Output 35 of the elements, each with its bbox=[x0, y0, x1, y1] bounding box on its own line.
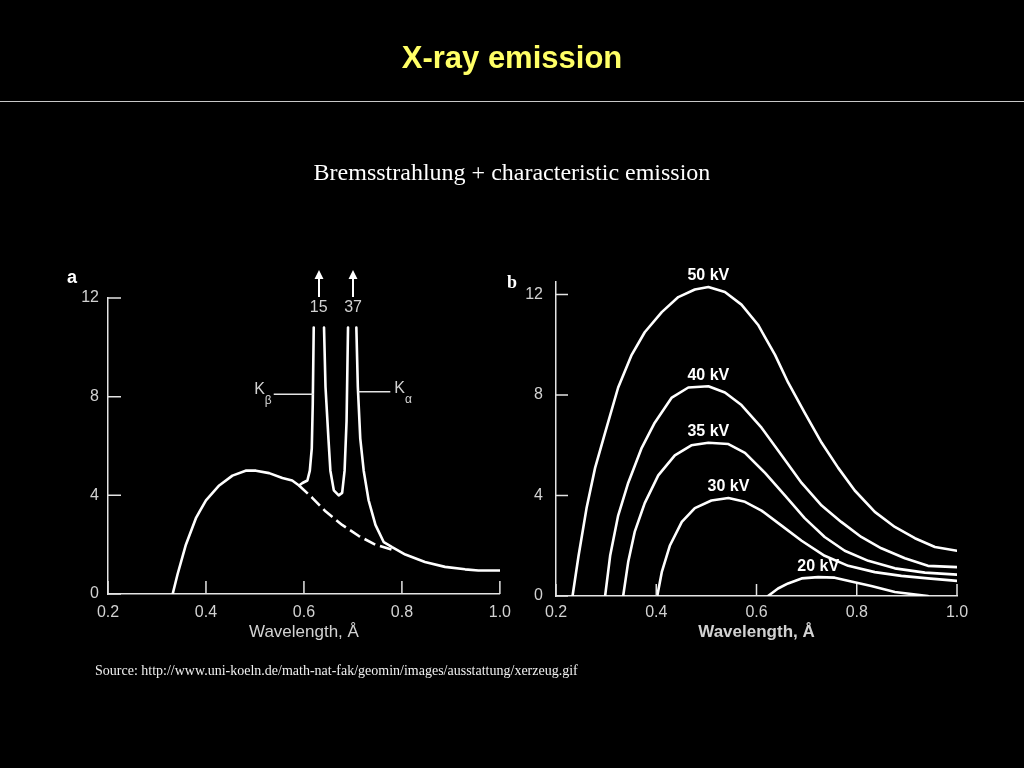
x-tick-label: 0.2 bbox=[544, 603, 568, 621]
series-label: 20 kV bbox=[797, 556, 840, 574]
chart-subtitle: Bremsstrahlung + characteristic emission bbox=[312, 159, 712, 186]
y-tick-label: 8 bbox=[534, 385, 544, 403]
y-tick-label: 0 bbox=[534, 586, 544, 604]
y-tick-label: 0 bbox=[90, 584, 100, 602]
x-tick-label: 1.0 bbox=[945, 603, 969, 621]
x-tick-label: 0.8 bbox=[390, 603, 414, 621]
source-note: Source: http://www.uni-koeln.de/math-nat-fak/geomin/images/ausstattung/xerzeug.gif bbox=[95, 663, 578, 679]
x-tick-label: 0.6 bbox=[745, 603, 768, 621]
text: b bbox=[506, 271, 518, 292]
y-tick-label: 12 bbox=[525, 284, 544, 302]
series-label: 35 kV bbox=[687, 422, 730, 440]
series-label: 40 kV bbox=[687, 365, 730, 383]
x-axis-title: Wavelength, Å bbox=[248, 621, 360, 641]
y-tick-label: 8 bbox=[90, 387, 100, 405]
annotation: Kα bbox=[394, 379, 412, 407]
x-tick-label: 0.2 bbox=[96, 603, 120, 621]
x-tick-label: 0.8 bbox=[845, 603, 868, 621]
annotation: Kβ bbox=[254, 379, 272, 407]
series-label: 50 kV bbox=[687, 266, 730, 284]
x-tick-label: 0.4 bbox=[645, 603, 668, 621]
series-label: 30 kV bbox=[707, 477, 750, 495]
y-tick-label: 12 bbox=[81, 288, 100, 306]
line-series bbox=[297, 484, 394, 551]
chart-title: X-ray emission bbox=[400, 40, 624, 76]
x-tick-label: 1.0 bbox=[488, 603, 512, 621]
y-tick-label: 4 bbox=[534, 485, 544, 503]
x-tick-label: 0.6 bbox=[292, 603, 316, 621]
x-axis-title: Wavelength, Å bbox=[698, 621, 815, 641]
annotation: 37 bbox=[344, 298, 363, 316]
y-tick-label: 4 bbox=[90, 485, 100, 503]
text: a bbox=[66, 266, 78, 287]
x-tick-label: 0.4 bbox=[194, 603, 218, 621]
annotation: 15 bbox=[309, 298, 328, 316]
